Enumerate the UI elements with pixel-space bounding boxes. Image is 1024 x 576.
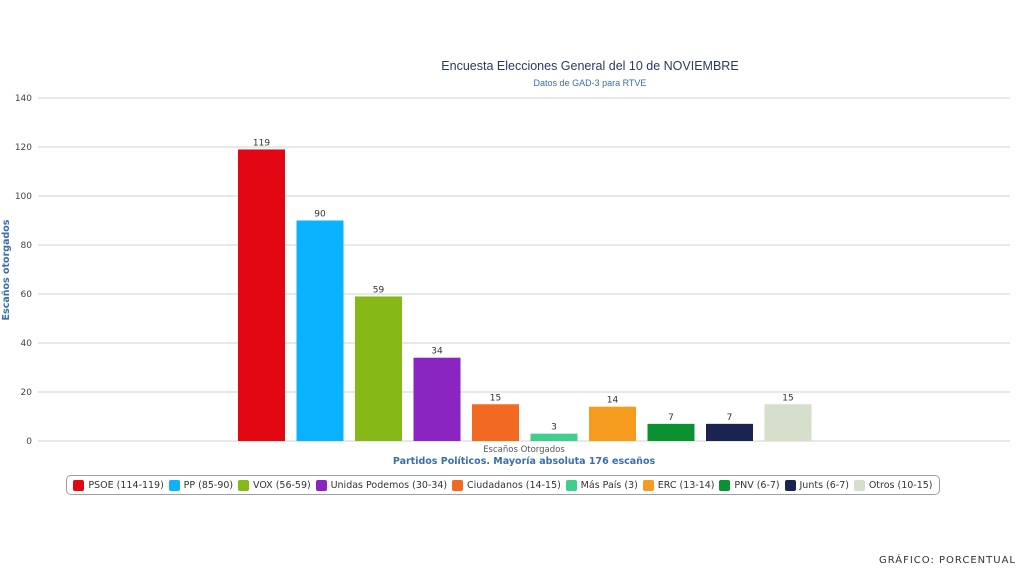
y-tick-label: 20 <box>21 388 33 398</box>
bar-value-label: 34 <box>431 347 443 357</box>
bar <box>413 357 461 441</box>
legend-item[interactable]: Ciudadanos (14-15) <box>452 479 561 491</box>
y-tick-label: 60 <box>21 290 33 300</box>
legend-swatch <box>452 479 463 491</box>
bar <box>706 423 753 441</box>
bar-value-label: 15 <box>490 393 501 403</box>
legend-swatch <box>853 479 865 491</box>
legend-label: PP (85-90) <box>183 479 234 491</box>
legend-swatch <box>642 479 654 491</box>
legend-swatch <box>784 479 796 491</box>
legend-label: Ciudadanos (14-15) <box>467 479 561 491</box>
bar <box>296 220 344 441</box>
y-tick-label: 80 <box>21 241 33 251</box>
legend-label: VOX (56-59) <box>252 479 311 491</box>
y-tick-label: 40 <box>21 339 33 349</box>
x-axis-label: Partidos Políticos. Mayoría absoluta 176… <box>393 456 656 467</box>
bar-value-label: 7 <box>668 413 674 423</box>
bar <box>472 404 519 441</box>
legend-label: PNV (6-7) <box>734 479 780 491</box>
y-tick-label: 140 <box>15 94 32 104</box>
y-tick-label: 100 <box>15 192 32 202</box>
bar-value-label: 14 <box>607 396 619 406</box>
legend-label: ERC (13-14) <box>657 479 715 491</box>
bar <box>764 404 812 441</box>
credit-text: GRÁFICO: PORCENTUAL <box>878 555 1016 566</box>
chart-title: Encuesta Elecciones General del 10 de NO… <box>441 59 738 73</box>
bar <box>530 433 578 441</box>
bar <box>355 296 402 441</box>
legend-label: PSOE (114-119) <box>88 479 164 491</box>
legend-label: Junts (6-7) <box>799 479 849 491</box>
data-labels: 119 90 59 34 15 3 14 7 7 15 <box>253 138 794 432</box>
legend-item[interactable]: Más País (3) <box>565 479 638 491</box>
bar-value-label: 15 <box>782 393 793 403</box>
chart-subtitle: Datos de GAD-3 para RTVE <box>534 78 647 88</box>
bar <box>238 149 285 441</box>
bar <box>589 406 636 441</box>
legend: PSOE (114-119) PP (85-90) VOX (56-59) Unida… <box>66 475 940 495</box>
legend-item[interactable]: Unidas Podemos (30-34) <box>315 479 448 491</box>
legend-label: Más País (3) <box>580 479 638 491</box>
legend-item[interactable]: PSOE (114-119) <box>73 479 164 491</box>
bars <box>238 149 812 441</box>
legend-item[interactable]: Otros (10-15) <box>853 479 933 491</box>
legend-label: Otros (10-15) <box>868 479 933 491</box>
bar-value-label: 59 <box>373 285 385 295</box>
y-tick-label: 120 <box>15 143 32 153</box>
legend-item[interactable]: VOX (56-59) <box>237 479 311 491</box>
gridlines <box>38 97 1010 442</box>
legend-swatch <box>73 479 85 491</box>
bar <box>647 423 695 441</box>
bar-value-label: 7 <box>727 413 733 423</box>
bar-value-label: 119 <box>253 138 270 148</box>
legend-swatch <box>237 479 249 491</box>
bar-value-label: 90 <box>314 210 326 220</box>
y-axis-ticks: 0 20 40 60 80 100 120 140 <box>15 94 32 447</box>
legend-item[interactable]: PP (85-90) <box>168 479 234 491</box>
legend-item[interactable]: Junts (6-7) <box>784 479 849 491</box>
legend-label: Unidas Podemos (30-34) <box>330 479 448 491</box>
legend-swatch <box>565 479 577 491</box>
legend-swatch <box>719 479 731 491</box>
x-axis-category-label: Escaños Otorgados <box>483 445 565 455</box>
legend-item[interactable]: PNV (6-7) <box>719 479 780 491</box>
bar-value-label: 3 <box>551 423 557 433</box>
y-axis-label: Escaños otorgados <box>1 219 12 320</box>
legend-swatch <box>168 479 180 491</box>
legend-swatch <box>315 479 327 491</box>
y-tick-label: 0 <box>26 437 32 447</box>
legend-item[interactable]: ERC (13-14) <box>642 479 715 491</box>
